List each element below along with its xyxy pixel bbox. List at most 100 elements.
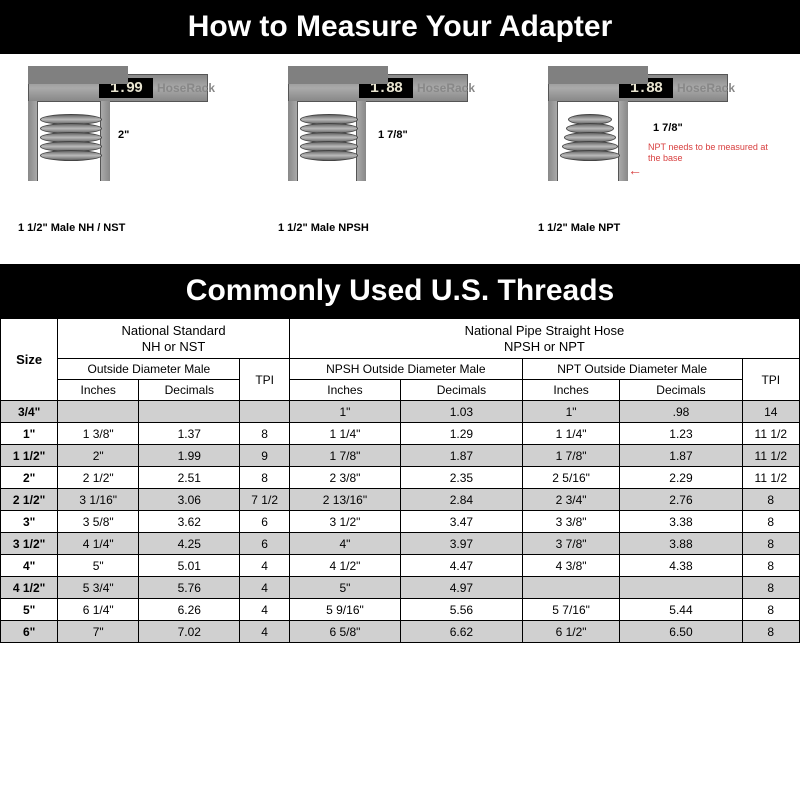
cell-np_tpi: 8 — [742, 599, 799, 621]
cell-size: 3/4" — [1, 401, 58, 423]
cell-npsh_in: 1" — [289, 401, 400, 423]
hdr-group-np: National Pipe Straight Hose NPSH or NPT — [289, 319, 799, 359]
hdr-nh-in: Inches — [58, 380, 139, 401]
caliper-jaw-left — [28, 101, 38, 181]
cell-nh_in: 6 1/4" — [58, 599, 139, 621]
cell-npsh_in: 2 3/8" — [289, 467, 400, 489]
cell-npsh_dec: 6.62 — [401, 621, 523, 643]
cell-np_tpi: 8 — [742, 577, 799, 599]
cell-nh_dec: 3.62 — [139, 511, 240, 533]
cell-nh_dec: 1.37 — [139, 423, 240, 445]
hdr-nh-l1: National Standard — [122, 323, 226, 338]
cell-size: 2" — [1, 467, 58, 489]
hdr-np-tpi: TPI — [742, 359, 799, 401]
hdr-npsh-od: NPSH Outside Diameter Male — [289, 359, 522, 380]
thread-stack-icon — [40, 114, 102, 159]
dimension-label: 1 7/8" — [378, 129, 408, 141]
cell-nh_in: 3 5/8" — [58, 511, 139, 533]
cell-npt_in: 1 1/4" — [522, 423, 620, 445]
cell-nh_in: 5" — [58, 555, 139, 577]
cell-nh_in — [58, 401, 139, 423]
cell-nh_tpi: 8 — [240, 423, 289, 445]
cell-npt_dec: 5.44 — [620, 599, 742, 621]
hdr-npsh-dec: Decimals — [401, 380, 523, 401]
base-block — [28, 66, 128, 84]
thread-table: Size National Standard NH or NST Nationa… — [0, 318, 800, 643]
cell-npsh_in: 5" — [289, 577, 400, 599]
cell-size: 6" — [1, 621, 58, 643]
cell-nh_tpi: 4 — [240, 621, 289, 643]
cell-nh_in: 2 1/2" — [58, 467, 139, 489]
thread-table-wrap: Size National Standard NH or NST Nationa… — [0, 318, 800, 643]
cell-size: 1" — [1, 423, 58, 445]
cell-npsh_dec: 5.56 — [401, 599, 523, 621]
hdr-np-l1: National Pipe Straight Hose — [465, 323, 625, 338]
hdr-npt-in: Inches — [522, 380, 620, 401]
cell-npsh_in: 5 9/16" — [289, 599, 400, 621]
cell-nh_dec: 4.25 — [139, 533, 240, 555]
diagram-caption: 1 1/2" Male NPSH — [278, 222, 522, 234]
cell-np_tpi: 11 1/2 — [742, 467, 799, 489]
cell-np_tpi: 8 — [742, 533, 799, 555]
cell-npt_dec: 3.88 — [620, 533, 742, 555]
cell-nh_dec: 3.06 — [139, 489, 240, 511]
hdr-group-nh: National Standard NH or NST — [58, 319, 290, 359]
cell-nh_tpi: 4 — [240, 577, 289, 599]
cell-npsh_in: 1 1/4" — [289, 423, 400, 445]
cell-np_tpi: 8 — [742, 555, 799, 577]
thread-table-body: 3/4"1"1.031".98141"1 3/8"1.3781 1/4"1.29… — [1, 401, 800, 643]
caliper-icon: 1.88HoseRack — [548, 74, 728, 102]
hdr-nh-od: Outside Diameter Male — [58, 359, 240, 380]
diagram-2: 1.88HoseRack1 7/8"←NPT needs to be measu… — [530, 74, 790, 234]
cell-size: 3" — [1, 511, 58, 533]
cell-npt_in: 3 7/8" — [522, 533, 620, 555]
caliper-icon: 1.99HoseRack — [28, 74, 208, 102]
caliper-jaw-left — [288, 101, 298, 181]
table-row: 1"1 3/8"1.3781 1/4"1.291 1/4"1.2311 1/2 — [1, 423, 800, 445]
cell-size: 4 1/2" — [1, 577, 58, 599]
cell-nh_in: 2" — [58, 445, 139, 467]
cell-nh_in: 5 3/4" — [58, 577, 139, 599]
cell-npsh_in: 4 1/2" — [289, 555, 400, 577]
cell-npt_in: 2 5/16" — [522, 467, 620, 489]
cell-npt_in — [522, 577, 620, 599]
table-row: 3/4"1"1.031".9814 — [1, 401, 800, 423]
cell-np_tpi: 8 — [742, 511, 799, 533]
cell-npsh_dec: 1.03 — [401, 401, 523, 423]
cell-nh_tpi: 9 — [240, 445, 289, 467]
cell-npt_dec: 3.38 — [620, 511, 742, 533]
caliper-brand: HoseRack — [417, 81, 475, 95]
dimension-label: 2" — [118, 129, 129, 141]
cell-npt_in: 6 1/2" — [522, 621, 620, 643]
cell-npsh_dec: 4.97 — [401, 577, 523, 599]
hdr-nh-l2: NH or NST — [142, 339, 206, 354]
cell-nh_tpi: 8 — [240, 467, 289, 489]
caliper-brand: HoseRack — [677, 81, 735, 95]
cell-nh_dec: 1.99 — [139, 445, 240, 467]
cell-nh_dec — [139, 401, 240, 423]
cell-npsh_dec: 3.47 — [401, 511, 523, 533]
cell-npsh_in: 2 13/16" — [289, 489, 400, 511]
cell-npsh_in: 3 1/2" — [289, 511, 400, 533]
cell-npsh_dec: 2.84 — [401, 489, 523, 511]
cell-np_tpi: 14 — [742, 401, 799, 423]
cell-npt_dec: 4.38 — [620, 555, 742, 577]
cell-npt_dec: 2.76 — [620, 489, 742, 511]
diagram-row: 1.99HoseRack2"1 1/2" Male NH / NST1.88Ho… — [0, 54, 800, 264]
table-row: 2"2 1/2"2.5182 3/8"2.352 5/16"2.2911 1/2 — [1, 467, 800, 489]
cell-size: 2 1/2" — [1, 489, 58, 511]
cell-npt_dec — [620, 577, 742, 599]
cell-npsh_in: 1 7/8" — [289, 445, 400, 467]
cell-npt_in: 1 7/8" — [522, 445, 620, 467]
table-row: 4 1/2"5 3/4"5.7645"4.978 — [1, 577, 800, 599]
table-row: 3"3 5/8"3.6263 1/2"3.473 3/8"3.388 — [1, 511, 800, 533]
table-row: 5"6 1/4"6.2645 9/16"5.565 7/16"5.448 — [1, 599, 800, 621]
caliper-brand: HoseRack — [157, 81, 215, 95]
base-block — [548, 66, 648, 84]
cell-npt_dec: 2.29 — [620, 467, 742, 489]
cell-npt_in: 4 3/8" — [522, 555, 620, 577]
diagram-caption: 1 1/2" Male NPT — [538, 222, 782, 234]
cell-nh_dec: 7.02 — [139, 621, 240, 643]
cell-npsh_in: 4" — [289, 533, 400, 555]
cell-size: 1 1/2" — [1, 445, 58, 467]
